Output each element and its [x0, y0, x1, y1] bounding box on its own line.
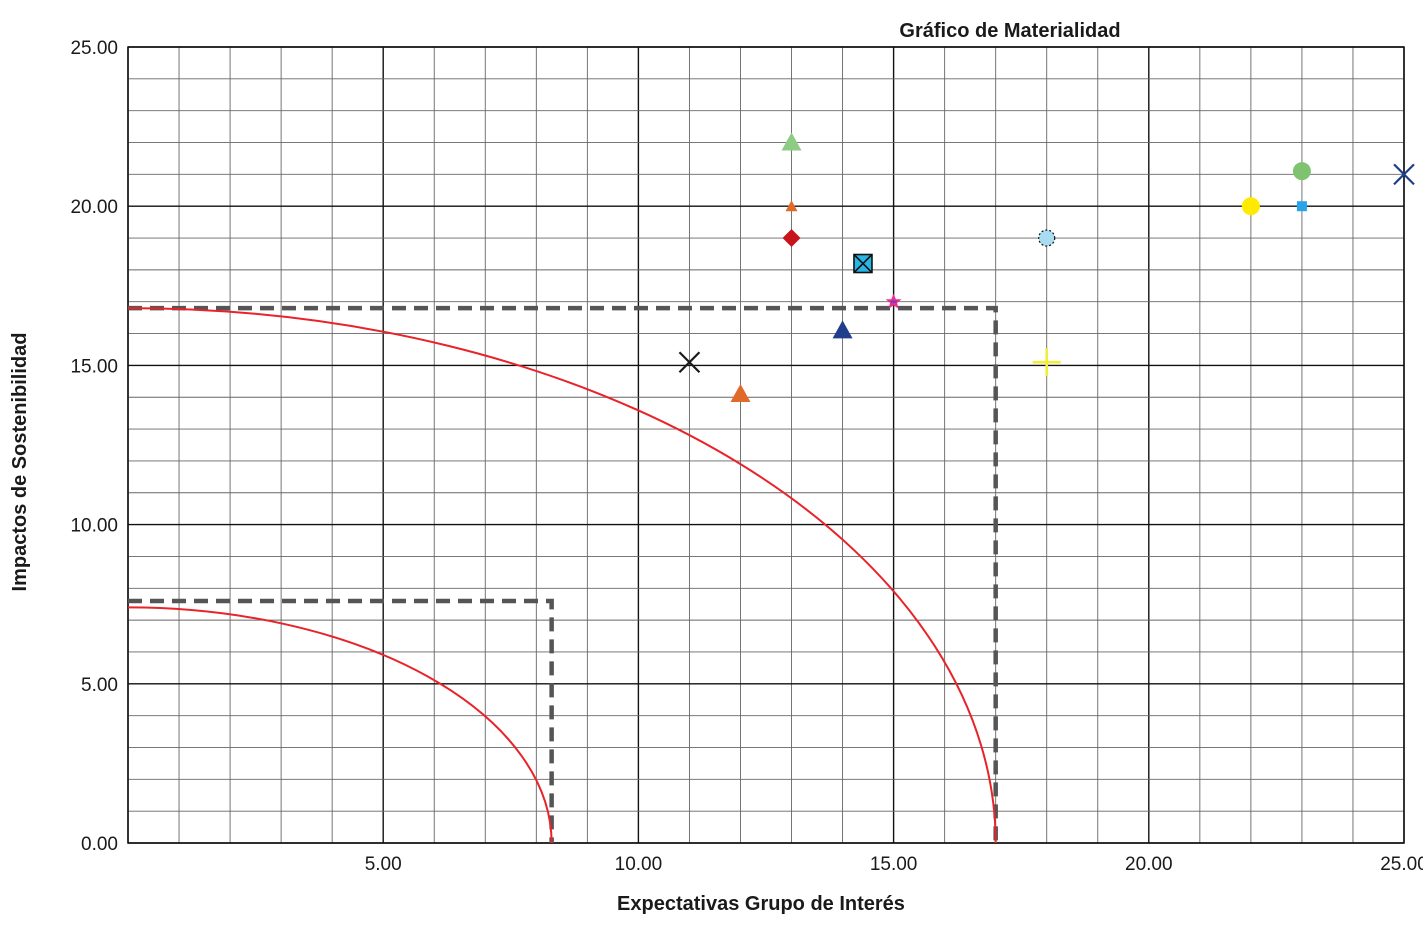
dashed-threshold — [128, 305, 998, 843]
x-tick-label: 15.00 — [870, 854, 918, 875]
point-marker — [832, 320, 853, 339]
data-point — [853, 253, 873, 274]
data-point — [782, 229, 801, 248]
point-marker — [1296, 201, 1307, 212]
plot-frame — [127, 46, 1405, 844]
x-tick-label: 20.00 — [1125, 854, 1173, 875]
materiality-curve — [127, 307, 997, 844]
data-point — [1241, 197, 1260, 216]
point-marker — [1038, 229, 1056, 247]
x-axis-label: Expectativas Grupo de Interés — [617, 893, 905, 915]
point-marker — [678, 351, 701, 373]
x-tick-label: 25.00 — [1380, 854, 1423, 875]
data-point — [730, 384, 751, 403]
axis-ticks: 5.00 10.00 15.00 20.00 25.00 0.00 5.00 10.00 15.… — [70, 38, 1423, 875]
y-tick-label: 15.00 — [70, 356, 118, 377]
materiality-curve — [127, 606, 553, 844]
data-point — [678, 351, 701, 373]
y-axis-label: Impactos de Sostenibilidad — [9, 333, 31, 592]
data-point — [1296, 201, 1307, 212]
x-tick-label: 5.00 — [365, 854, 402, 875]
point-marker — [730, 384, 751, 403]
y-tick-label: 25.00 — [70, 38, 118, 59]
data-point — [1038, 229, 1056, 247]
plot-grid — [127, 46, 1405, 844]
data-point — [781, 132, 802, 151]
data-point — [785, 200, 798, 212]
data-point — [1393, 163, 1415, 186]
point-marker — [785, 200, 798, 212]
y-tick-label: 10.00 — [70, 516, 118, 537]
y-tick-label: 5.00 — [81, 675, 118, 696]
data-point — [1032, 348, 1061, 377]
point-marker — [782, 229, 801, 248]
materiality-boundaries — [127, 305, 998, 844]
x-tick-label: 10.00 — [615, 854, 663, 875]
point-marker-cross — [853, 253, 873, 274]
y-tick-label: 0.00 — [81, 834, 118, 855]
point-marker — [1241, 197, 1260, 216]
data-points — [678, 132, 1415, 403]
point-marker — [1292, 162, 1311, 181]
data-point — [885, 293, 902, 309]
chart-title: Gráfico de Materialidad — [899, 20, 1120, 42]
dashed-threshold — [128, 598, 554, 843]
point-marker — [1393, 163, 1415, 186]
data-point — [832, 320, 853, 339]
point-marker — [781, 132, 802, 151]
point-marker — [1032, 348, 1061, 377]
y-tick-label: 20.00 — [70, 197, 118, 218]
data-point — [1292, 162, 1311, 181]
